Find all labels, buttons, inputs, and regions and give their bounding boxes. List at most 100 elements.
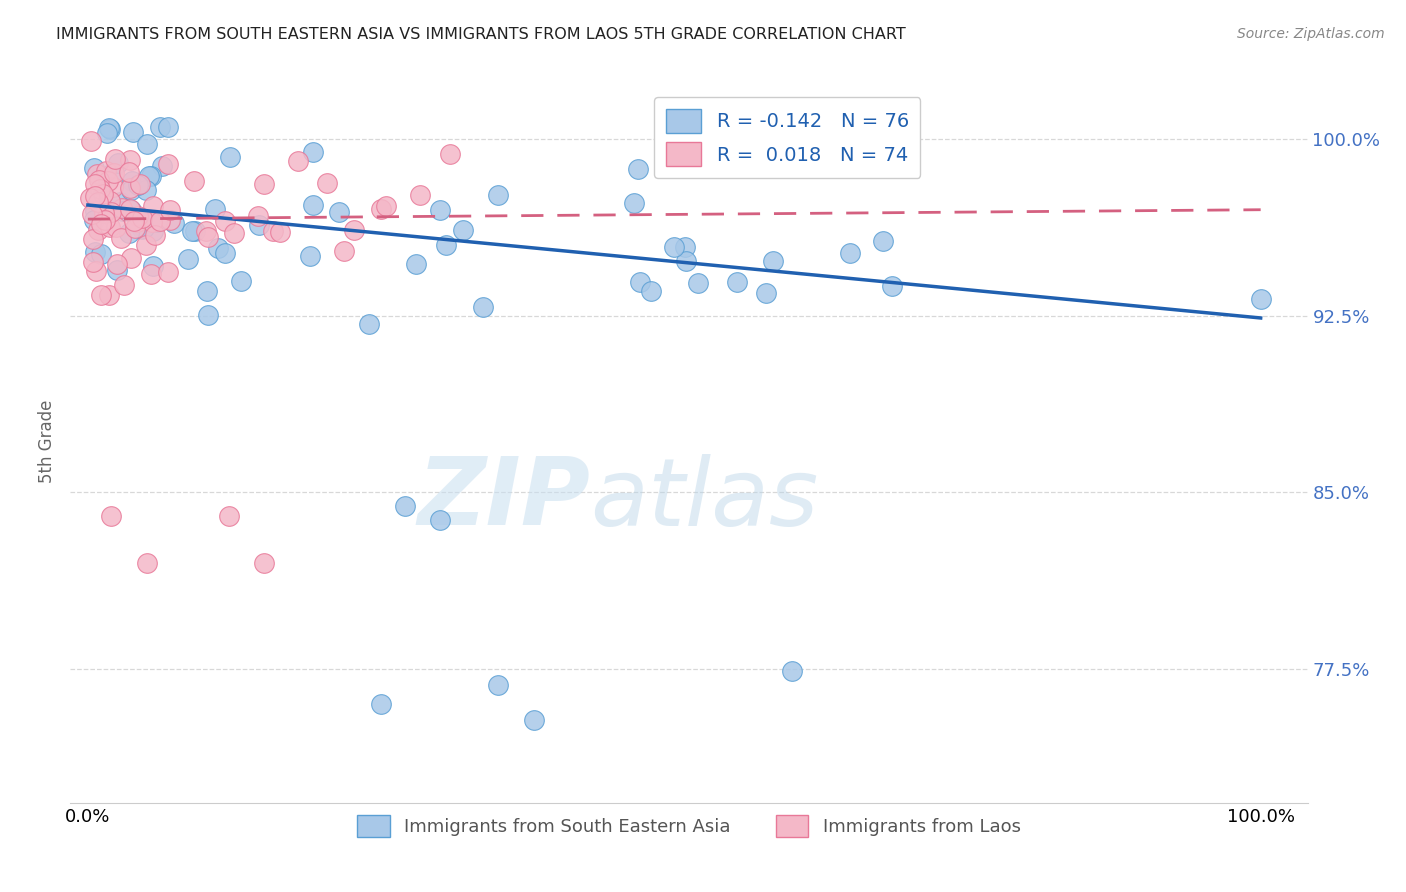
Point xyxy=(253,556,276,570)
Point xyxy=(269,226,291,240)
Point xyxy=(472,300,495,314)
Point xyxy=(315,176,337,190)
Point xyxy=(84,203,107,218)
Point xyxy=(124,213,146,227)
Text: IMMIGRANTS FROM SOUTH EASTERN ASIA VS IMMIGRANTS FROM LAOS 5TH GRADE CORRELATION: IMMIGRANTS FROM SOUTH EASTERN ASIA VS IM… xyxy=(56,27,905,42)
Point xyxy=(118,227,141,241)
Point xyxy=(299,249,322,263)
Point xyxy=(134,214,156,228)
Point xyxy=(252,178,274,192)
Point xyxy=(87,173,110,187)
Point xyxy=(121,174,143,188)
Point xyxy=(91,186,114,201)
Point xyxy=(628,275,651,289)
Point xyxy=(872,234,894,248)
Point xyxy=(111,201,134,215)
Point xyxy=(156,265,179,279)
Point xyxy=(79,191,101,205)
Point xyxy=(141,215,163,229)
Point xyxy=(110,231,132,245)
Point xyxy=(146,215,169,229)
Point xyxy=(328,205,350,219)
Point xyxy=(135,556,157,570)
Point xyxy=(429,202,451,217)
Point xyxy=(135,183,157,197)
Point xyxy=(112,204,135,219)
Point xyxy=(86,168,108,182)
Point xyxy=(84,188,107,202)
Point xyxy=(124,221,146,235)
Point xyxy=(83,161,105,175)
Point xyxy=(359,317,381,331)
Point xyxy=(1250,292,1272,306)
Point xyxy=(120,181,142,195)
Point xyxy=(522,714,544,728)
Point xyxy=(83,213,105,227)
Point xyxy=(103,180,125,194)
Point xyxy=(204,202,226,216)
Point xyxy=(159,203,181,218)
Point xyxy=(100,205,122,219)
Point xyxy=(120,183,142,197)
Point xyxy=(98,120,121,135)
Point xyxy=(90,247,112,261)
Point xyxy=(141,169,163,184)
Point xyxy=(120,202,142,217)
Point xyxy=(82,255,104,269)
Point xyxy=(84,264,107,278)
Point xyxy=(84,244,107,259)
Point xyxy=(486,678,509,692)
Point xyxy=(675,254,697,268)
Point xyxy=(138,169,160,183)
Point xyxy=(120,251,142,265)
Point xyxy=(451,223,474,237)
Point xyxy=(755,285,778,300)
Point xyxy=(183,174,205,188)
Point xyxy=(134,221,156,235)
Point xyxy=(94,164,117,178)
Point xyxy=(80,134,103,148)
Point xyxy=(89,182,111,196)
Point xyxy=(131,222,153,236)
Text: ZIP: ZIP xyxy=(418,453,591,545)
Point xyxy=(439,147,461,161)
Point xyxy=(149,214,172,228)
Point xyxy=(183,224,205,238)
Point xyxy=(90,217,112,231)
Point xyxy=(725,276,748,290)
Point xyxy=(214,246,236,260)
Point xyxy=(142,224,165,238)
Point xyxy=(194,224,217,238)
Point xyxy=(287,153,309,168)
Point xyxy=(120,153,142,167)
Point xyxy=(761,254,783,268)
Point xyxy=(262,223,284,237)
Point xyxy=(152,159,174,173)
Point xyxy=(108,195,131,210)
Point xyxy=(882,279,904,293)
Point xyxy=(143,228,166,243)
Point xyxy=(640,284,662,298)
Point xyxy=(86,195,108,210)
Point xyxy=(180,223,202,237)
Point xyxy=(105,219,128,234)
Point xyxy=(156,120,179,135)
Point xyxy=(105,256,128,270)
Point xyxy=(84,177,107,191)
Point xyxy=(96,126,118,140)
Point xyxy=(219,150,242,164)
Point xyxy=(222,227,245,241)
Point xyxy=(247,219,270,233)
Point xyxy=(370,697,392,711)
Point xyxy=(127,178,149,192)
Point xyxy=(142,259,165,273)
Point xyxy=(686,276,709,290)
Point xyxy=(97,173,120,187)
Point xyxy=(405,257,427,271)
Point xyxy=(149,120,172,135)
Point xyxy=(159,213,181,227)
Point xyxy=(98,194,121,209)
Point xyxy=(156,157,179,171)
Point xyxy=(342,223,364,237)
Point xyxy=(163,216,186,230)
